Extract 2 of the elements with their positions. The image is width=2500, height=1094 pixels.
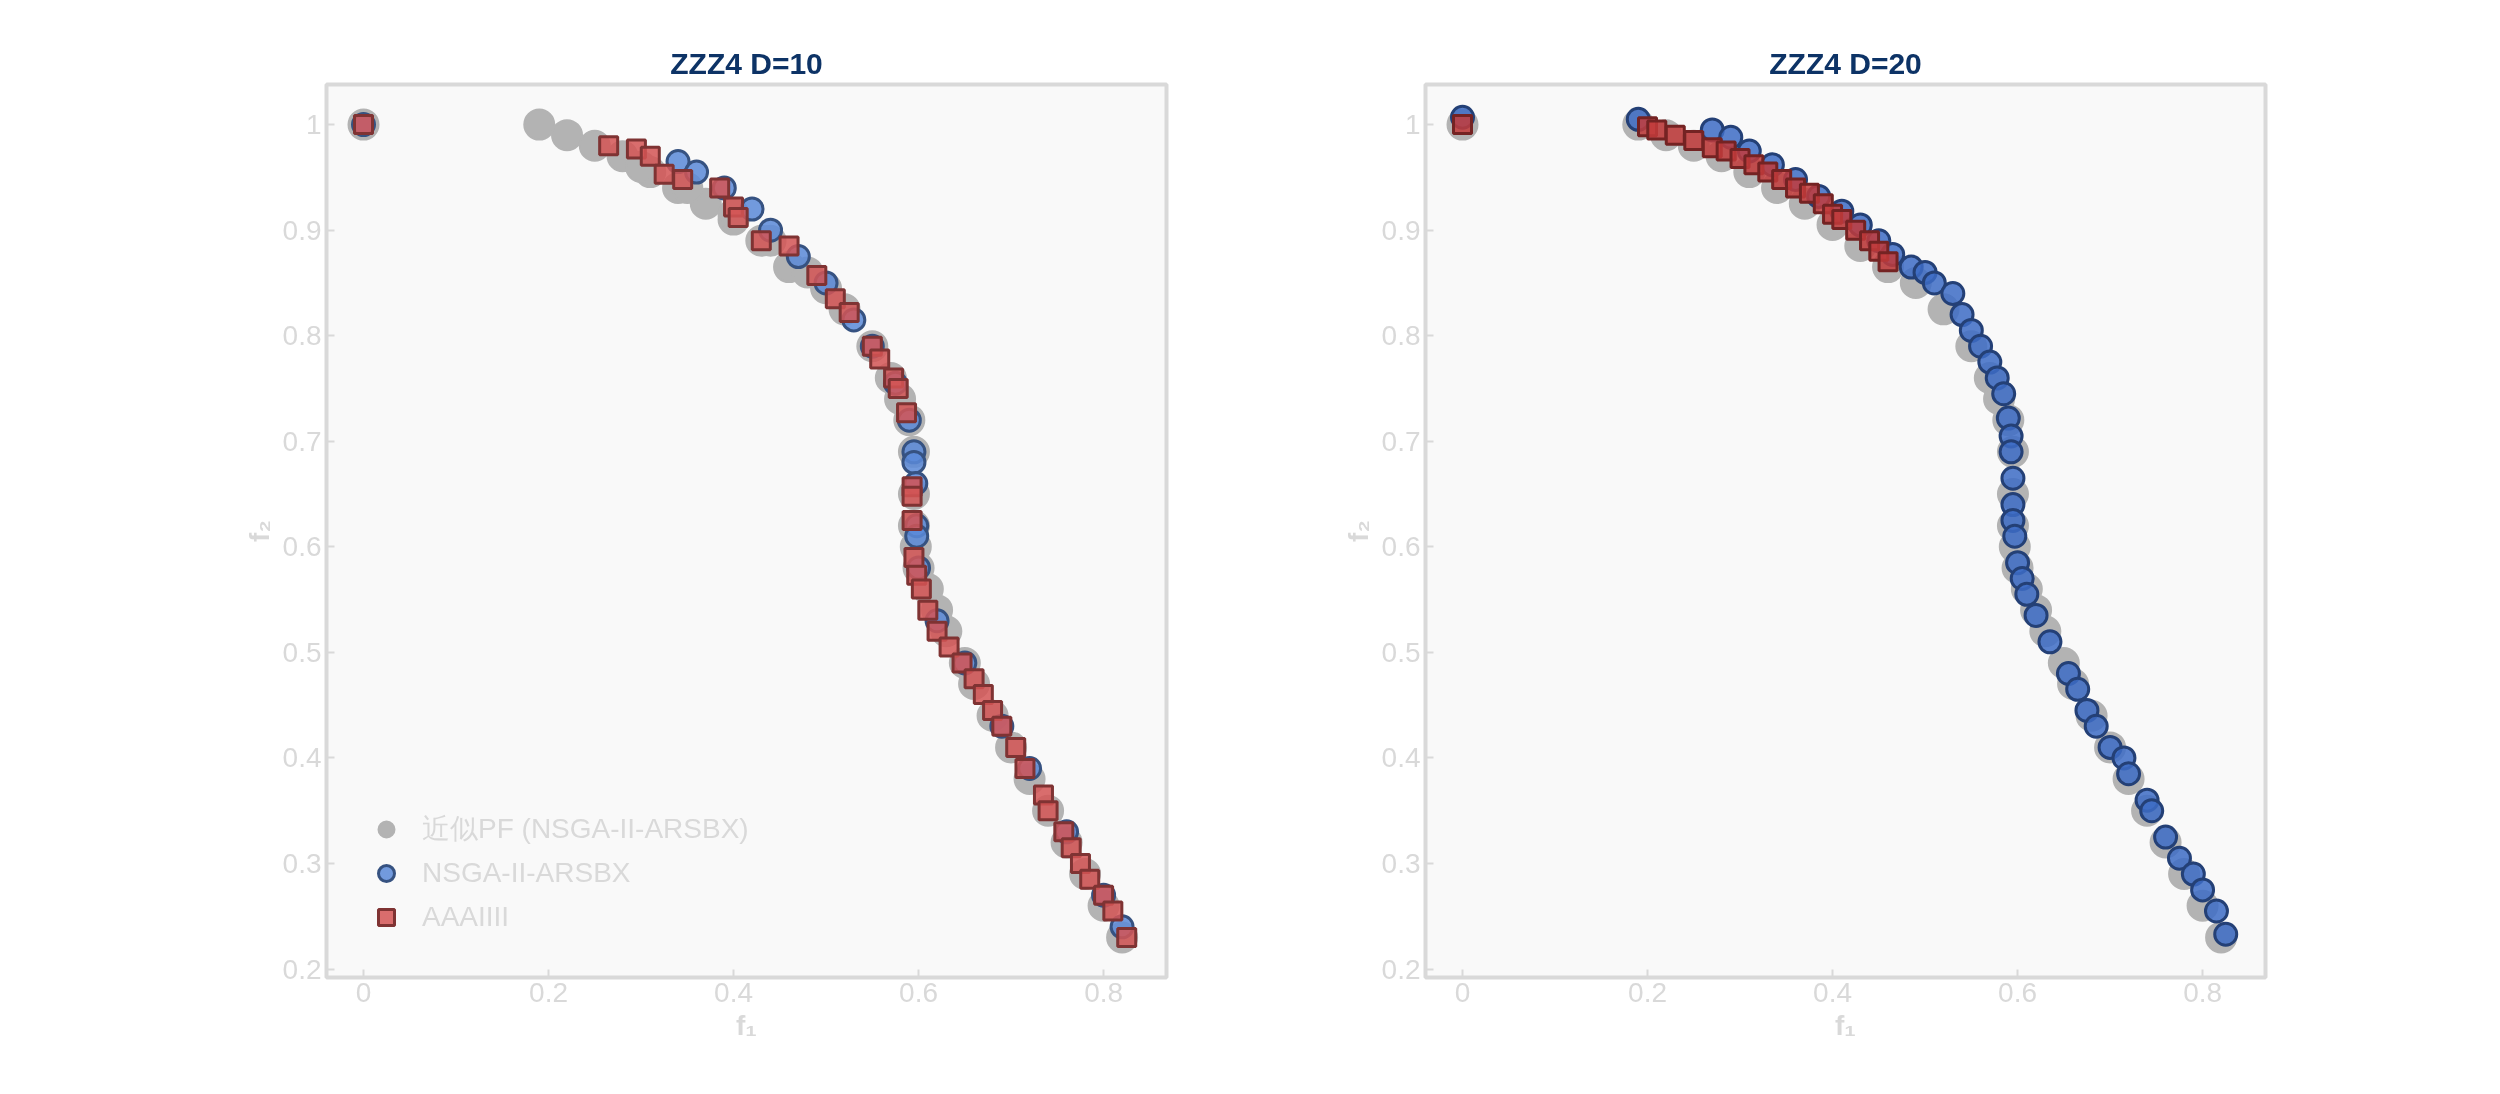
chart-title: ZZZ4 D=20	[1769, 46, 1922, 80]
chart-title: ZZZ4 D=10	[670, 46, 823, 80]
